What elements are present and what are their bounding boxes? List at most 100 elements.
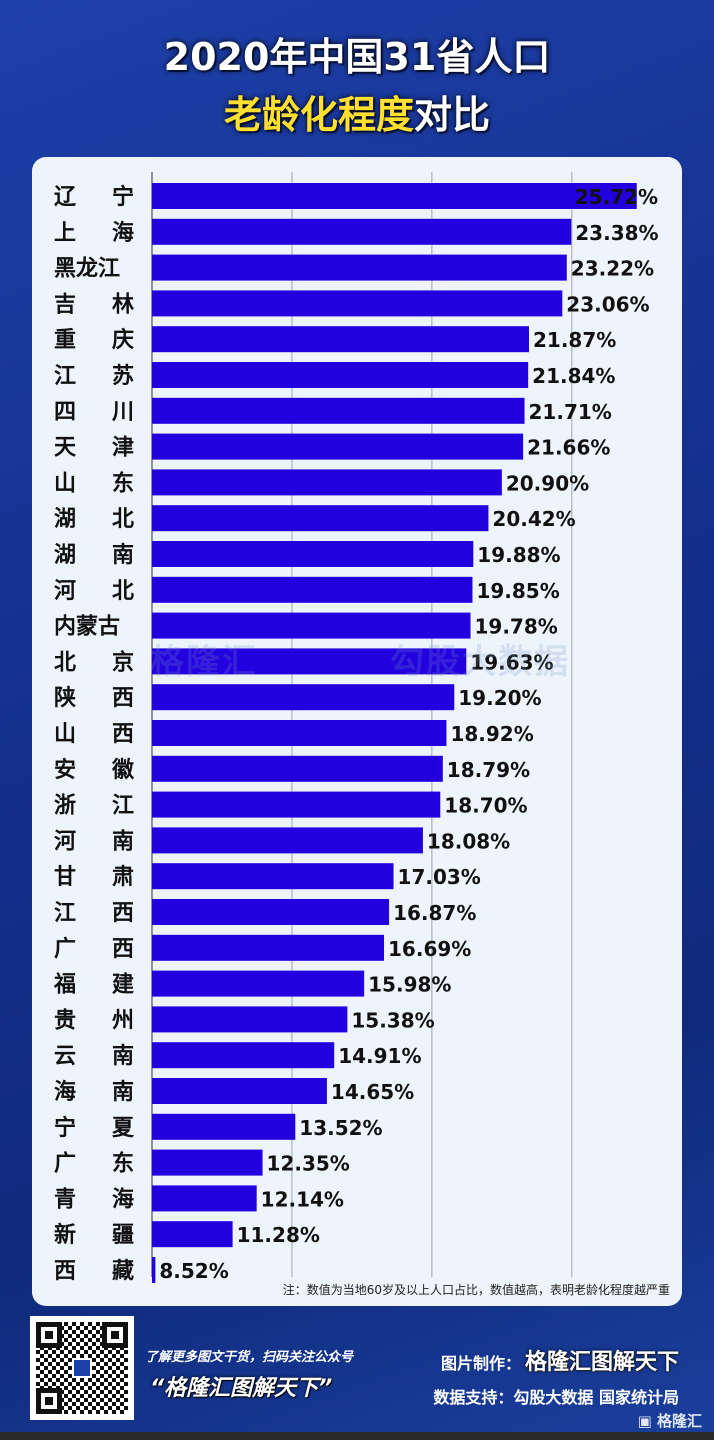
- value-label: 19.63%: [470, 650, 553, 674]
- value-label: 14.91%: [338, 1044, 421, 1068]
- bar: [152, 1149, 263, 1176]
- value-label: 19.88%: [477, 543, 560, 567]
- bar: [152, 433, 524, 460]
- category-label: 西藏: [54, 1259, 134, 1284]
- category-label: 江西: [54, 901, 134, 926]
- title-line1: 2020年中国31省人口: [163, 35, 551, 79]
- category-label: 四川: [54, 400, 134, 425]
- category-label: 山东: [54, 470, 134, 496]
- category-label: 山西: [54, 722, 134, 747]
- value-label: 18.70%: [444, 794, 527, 818]
- logo-g-icon: ▣: [637, 1412, 657, 1430]
- bar: [152, 863, 394, 890]
- footer-account: “格隆汇图解天下”: [150, 1376, 333, 1401]
- category-label: 宁夏: [54, 1115, 135, 1141]
- category-label: 安徽: [54, 757, 135, 783]
- footer-maker: 图片制作： 格隆汇图解天下: [441, 1344, 679, 1376]
- value-label: 21.84%: [532, 364, 615, 388]
- qr-code[interactable]: [30, 1316, 134, 1420]
- value-label: 23.06%: [566, 292, 649, 316]
- value-label: 18.79%: [447, 758, 530, 782]
- category-label: 陕西: [54, 686, 134, 711]
- bar: [152, 684, 455, 711]
- value-label: 12.35%: [267, 1152, 350, 1176]
- category-label: 河南: [54, 829, 134, 854]
- bar: [152, 326, 530, 353]
- value-label: 15.38%: [351, 1008, 434, 1032]
- value-label: 20.42%: [492, 507, 575, 531]
- value-label: 17.03%: [398, 865, 481, 889]
- qr-logo-icon: [72, 1358, 92, 1378]
- watermark-right: 勾股大数据: [390, 642, 570, 682]
- maker-name: 格隆汇图解天下: [524, 1350, 679, 1375]
- category-label: 甘肃: [54, 864, 134, 890]
- value-label: 21.87%: [533, 328, 616, 352]
- maker-label: 图片制作：: [440, 1354, 521, 1373]
- bar: [152, 648, 467, 675]
- bar: [152, 1185, 257, 1212]
- value-label: 13.52%: [299, 1116, 382, 1140]
- category-label: 河北: [54, 579, 134, 604]
- category-label: 湖北: [54, 507, 134, 532]
- bar: [152, 1042, 335, 1069]
- category-label: 云南: [54, 1044, 134, 1069]
- category-label: 广东: [54, 1151, 134, 1177]
- bar: [152, 899, 390, 925]
- bar: [152, 541, 474, 567]
- chart-card: 辽宁 25.72% 上海 23.38% 黑龙江 23.22% 吉林 23.06% 重庆 21.87…: [32, 157, 682, 1306]
- bar-chart: 辽宁 25.72% 上海 23.38% 黑龙江 23.22% 吉林 23.06% 重庆 21.87…: [53, 172, 659, 1284]
- bar: [152, 183, 637, 209]
- bar: [152, 1113, 296, 1140]
- value-label: 15.98%: [368, 973, 451, 997]
- value-label: 14.65%: [331, 1080, 414, 1104]
- brand-logo: ▣ 格隆汇: [638, 1410, 702, 1431]
- category-label: 黑龙江: [54, 257, 120, 282]
- value-label: 23.22%: [571, 257, 654, 281]
- bar: [152, 469, 502, 496]
- value-label: 23.38%: [575, 221, 658, 245]
- title-highlight: 老龄化程度: [223, 93, 414, 137]
- category-label: 内蒙古: [54, 614, 120, 640]
- value-label: 11.28%: [237, 1223, 320, 1247]
- value-label: 20.90%: [506, 471, 589, 495]
- bar: [152, 755, 443, 782]
- category-label: 贵州: [54, 1008, 134, 1033]
- bar: [152, 612, 471, 639]
- value-label: 19.78%: [475, 615, 558, 639]
- bar: [152, 290, 563, 317]
- value-label: 12.14%: [261, 1187, 344, 1211]
- footer-promo: 了解更多图文干货，扫码关注公众号: [145, 1350, 354, 1365]
- bar: [152, 1257, 156, 1283]
- category-label: 重庆: [54, 327, 134, 353]
- footer-source: 数据支持：勾股大数据 国家统计局: [433, 1388, 679, 1407]
- value-label: 21.66%: [527, 436, 610, 460]
- bar: [152, 362, 529, 388]
- bar: [152, 934, 385, 961]
- title-line2: 老龄化程度对比: [0, 84, 714, 139]
- bar: [152, 1006, 348, 1033]
- bottom-bar: [0, 1432, 714, 1440]
- bar: [152, 254, 567, 281]
- category-label: 湖南: [54, 543, 134, 568]
- bar: [152, 505, 489, 532]
- bar: [152, 720, 447, 746]
- chart-note: 注：数值为当地60岁及以上人口占比，数值越高，表明老龄化程度越严重: [282, 1283, 670, 1297]
- category-label: 福建: [53, 973, 134, 998]
- value-label: 25.72%: [575, 185, 658, 209]
- value-label: 18.08%: [427, 829, 510, 853]
- value-label: 19.20%: [458, 686, 541, 710]
- category-label: 浙江: [54, 794, 134, 819]
- value-label: 19.85%: [476, 579, 559, 603]
- bar: [152, 827, 423, 854]
- category-label: 吉林: [54, 291, 134, 317]
- bar: [152, 218, 572, 245]
- title-rest: 对比: [414, 93, 491, 137]
- bar: [152, 791, 441, 818]
- value-label: 18.92%: [450, 722, 533, 746]
- value-label: 21.71%: [529, 400, 612, 424]
- category-label: 江苏: [54, 363, 134, 389]
- category-label: 上海: [54, 220, 134, 246]
- category-label: 新疆: [54, 1222, 134, 1248]
- value-label: 16.69%: [388, 937, 471, 961]
- category-label: 天津: [54, 435, 134, 461]
